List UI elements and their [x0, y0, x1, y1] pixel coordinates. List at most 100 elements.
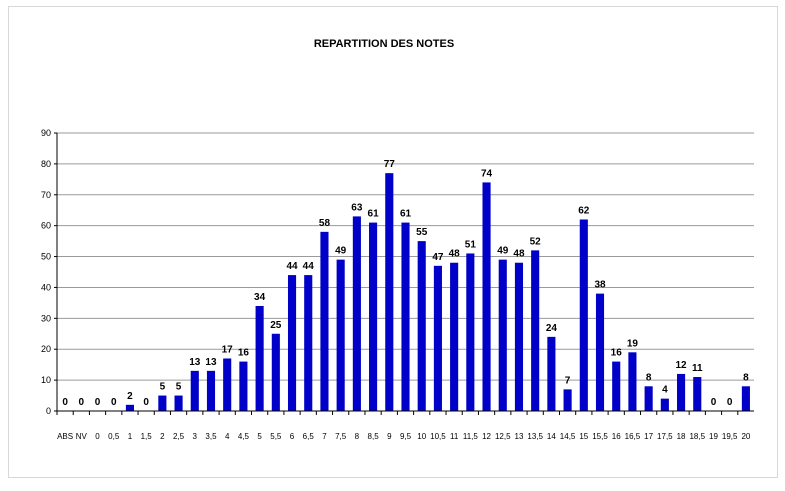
- bar-34: [612, 361, 621, 411]
- data-label-11: 16: [238, 348, 250, 359]
- bar-6: [158, 395, 167, 411]
- data-label-32: 62: [578, 205, 590, 216]
- x-tick-label-9: 3,5: [205, 432, 217, 441]
- x-tick-label-18: 8: [355, 432, 360, 441]
- data-label-17: 49: [335, 246, 347, 257]
- data-label-29: 52: [530, 236, 542, 247]
- data-label-6: 5: [160, 382, 166, 393]
- data-label-16: 58: [319, 218, 331, 229]
- data-label-20: 77: [384, 159, 396, 170]
- data-label-10: 17: [222, 344, 234, 355]
- data-label-26: 74: [481, 168, 493, 179]
- y-tick-label-70: 70: [41, 190, 51, 200]
- data-label-13: 25: [270, 320, 282, 331]
- data-label-34: 16: [611, 348, 623, 359]
- data-label-7: 5: [176, 382, 182, 393]
- data-label-2: 0: [95, 397, 101, 408]
- bar-32: [579, 219, 588, 411]
- x-tick-label-19: 8,5: [368, 432, 380, 441]
- x-tick-label-33: 15,5: [592, 432, 608, 441]
- bar-36: [644, 386, 653, 411]
- bar-25: [466, 253, 475, 411]
- bar-4: [125, 404, 134, 411]
- x-tick-label-26: 12: [482, 432, 491, 441]
- bar-13: [271, 333, 280, 411]
- data-label-12: 34: [254, 292, 266, 303]
- data-label-18: 63: [351, 202, 363, 213]
- x-tick-label-31: 14,5: [560, 432, 576, 441]
- bar-chart: REPARTITION DES NOTES 010203040506070809…: [41, 38, 754, 441]
- bar-16: [320, 231, 329, 411]
- x-tick-label-5: 1,5: [141, 432, 153, 441]
- data-label-15: 44: [303, 261, 315, 272]
- bar-37: [660, 398, 669, 411]
- data-label-35: 19: [627, 338, 639, 349]
- x-tick-label-12: 5: [257, 432, 262, 441]
- x-tick-label-34: 16: [612, 432, 621, 441]
- bar-30: [547, 336, 556, 411]
- data-label-9: 13: [205, 357, 217, 368]
- y-tick-label-80: 80: [41, 159, 51, 169]
- data-label-5: 0: [143, 397, 149, 408]
- bar-38: [677, 373, 686, 411]
- x-axis-ticks: ABS NV 0 0,5 1 1,5 2 2,5 3 3,5 4 4,5 5 5,5 6 6,5 7 7,5 8 8,…: [56, 411, 751, 441]
- data-label-28: 48: [513, 249, 525, 260]
- data-label-19: 61: [368, 209, 380, 220]
- data-label-27: 49: [497, 246, 509, 257]
- x-tick-label-13: 5,5: [270, 432, 282, 441]
- chart-frame: REPARTITION DES NOTES 0 10 20 30 40 50 60 70 80 9…: [8, 6, 778, 478]
- x-tick-label-7: 2,5: [173, 432, 185, 441]
- data-label-22: 55: [416, 227, 428, 238]
- bar-17: [336, 259, 345, 411]
- data-label-4: 2: [127, 391, 133, 402]
- y-tick-label-50: 50: [41, 252, 51, 262]
- x-tick-label-21: 9,5: [400, 432, 412, 441]
- x-tick-label-2: 0: [95, 432, 100, 441]
- bar-35: [628, 352, 637, 411]
- y-tick-label-10: 10: [41, 375, 51, 385]
- y-tick-label-40: 40: [41, 282, 51, 292]
- bars: [125, 173, 750, 411]
- x-tick-label-15: 6,5: [303, 432, 315, 441]
- bar-24: [450, 262, 459, 411]
- x-tick-label-30: 14: [547, 432, 556, 441]
- axes: [56, 133, 754, 412]
- x-tick-label-3: 0,5: [108, 432, 120, 441]
- data-label-24: 48: [449, 249, 461, 260]
- data-label-36: 8: [646, 372, 652, 383]
- x-tick-label-25: 11,5: [463, 432, 479, 441]
- bar-22: [417, 241, 426, 411]
- data-label-40: 0: [711, 397, 717, 408]
- x-tick-label-42: 20: [741, 432, 750, 441]
- y-tick-label-30: 30: [41, 313, 51, 323]
- bar-21: [401, 222, 410, 411]
- x-tick-label-32: 15: [579, 432, 588, 441]
- bar-26: [482, 182, 491, 411]
- bar-18: [352, 216, 361, 411]
- x-tick-label-24: 11: [450, 432, 459, 441]
- x-tick-label-28: 13: [515, 432, 524, 441]
- x-tick-label-29: 13,5: [527, 432, 543, 441]
- data-label-25: 51: [465, 239, 477, 250]
- y-tick-label-20: 20: [41, 344, 51, 354]
- x-tick-label-27: 12,5: [495, 432, 511, 441]
- data-label-41: 0: [727, 397, 733, 408]
- data-label-0: 0: [62, 397, 68, 408]
- x-tick-label-16: 7: [322, 432, 327, 441]
- y-tick-label-90: 90: [41, 128, 51, 138]
- data-label-21: 61: [400, 209, 412, 220]
- bar-29: [531, 250, 540, 411]
- data-label-37: 4: [662, 385, 668, 396]
- bar-8: [190, 370, 199, 411]
- data-label-31: 7: [565, 375, 571, 386]
- bar-27: [498, 259, 507, 411]
- bar-12: [255, 305, 264, 411]
- data-label-3: 0: [111, 397, 117, 408]
- x-tick-label-4: 1: [128, 432, 133, 441]
- x-tick-label-40: 19: [709, 432, 718, 441]
- x-tick-label-14: 6: [290, 432, 295, 441]
- x-tick-label-10: 4: [225, 432, 230, 441]
- data-label-33: 38: [594, 280, 606, 291]
- x-tick-label-1: NV: [76, 432, 88, 441]
